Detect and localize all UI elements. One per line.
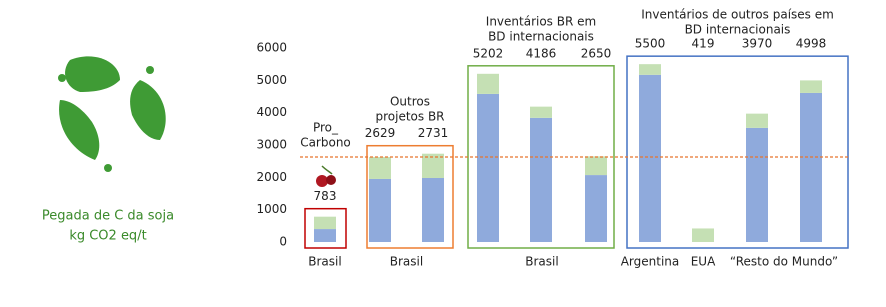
y-tick-label: 2000 — [256, 170, 287, 184]
group-title: projetos BR — [375, 110, 444, 124]
bar-segment — [746, 113, 768, 128]
total-label: 2629 — [365, 126, 396, 140]
bar-segment — [477, 73, 499, 94]
toe — [58, 74, 66, 82]
bar-segment — [422, 153, 444, 178]
bar-segment — [369, 178, 391, 242]
total-label: 2731 — [418, 126, 449, 140]
total-label: 2650 — [581, 46, 612, 60]
total-label: 5202 — [473, 46, 504, 60]
bar-segment — [692, 228, 714, 242]
bar-segment — [800, 80, 822, 93]
bar-segment — [369, 156, 391, 179]
group-title: Outros — [390, 95, 430, 109]
bar-segment — [314, 216, 336, 230]
bar-segment — [639, 64, 661, 75]
bar-segment — [530, 106, 552, 118]
bar-segment — [422, 177, 444, 242]
group-title: BD internacionais — [685, 23, 791, 37]
total-label: 783 — [314, 189, 337, 203]
leaf — [130, 80, 166, 140]
y-tick-label: 4000 — [256, 105, 287, 119]
x-label: Argentina — [621, 255, 680, 269]
x-label: Brasil — [525, 255, 558, 269]
group-box — [626, 55, 849, 249]
toe — [104, 164, 112, 172]
bar-segment — [746, 127, 768, 242]
x-label: Brasil — [390, 255, 423, 269]
bar-segment — [639, 74, 661, 242]
bar-segment — [530, 117, 552, 242]
y-tick-label: 1000 — [256, 202, 287, 216]
cherry — [316, 175, 328, 187]
group-title: BD internacionais — [488, 30, 594, 44]
toe — [146, 66, 154, 74]
x-label: Brasil — [308, 255, 341, 269]
stem — [321, 165, 333, 175]
caption: kg CO2 eq/t — [69, 229, 146, 244]
cherry-icon — [316, 165, 336, 187]
group-title: Carbono — [300, 136, 351, 150]
x-label: “Resto do Mundo” — [730, 255, 838, 269]
total-label: 419 — [692, 37, 715, 51]
total-label: 4998 — [796, 37, 827, 51]
x-label: EUA — [691, 255, 716, 269]
group-box — [304, 207, 347, 249]
group-box — [366, 144, 454, 249]
group-title: Inventários de outros países em — [641, 8, 834, 22]
y-tick-label: 5000 — [256, 73, 287, 87]
y-tick-label: 6000 — [256, 41, 287, 55]
total-label: 5500 — [635, 37, 666, 51]
y-tick-label: 0 — [279, 235, 287, 249]
leaf — [59, 100, 100, 160]
bar-segment — [477, 93, 499, 242]
leaf — [65, 56, 120, 92]
caption: Pegada de C da soja — [42, 209, 174, 224]
group-title: Inventários BR em — [486, 15, 596, 29]
y-tick-label: 3000 — [256, 138, 287, 152]
bar-segment — [800, 92, 822, 243]
group-title: Pro_ — [313, 121, 339, 135]
bar-segment — [585, 156, 607, 176]
bar-segment — [314, 229, 336, 242]
total-label: 3970 — [742, 37, 773, 51]
total-label: 4186 — [526, 46, 557, 60]
cherry — [326, 175, 336, 185]
bar-segment — [585, 175, 607, 242]
footprint-logo — [58, 56, 166, 172]
